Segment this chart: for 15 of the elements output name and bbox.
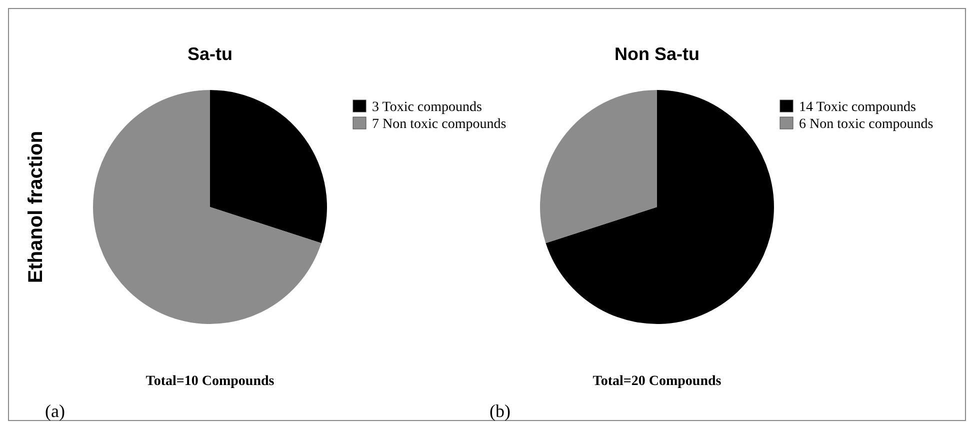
legend-label: 6 Non toxic compounds <box>799 117 934 132</box>
text: Total=20 Compounds <box>592 374 722 389</box>
pie-slice <box>93 90 322 324</box>
text: Ethanol fraction <box>25 130 47 284</box>
legend-label: 3 Toxic compounds <box>372 100 482 115</box>
text: (a) <box>45 401 65 421</box>
legend-label: 14 Toxic compounds <box>799 100 916 115</box>
chart-title: Sa-tu <box>188 44 232 64</box>
pie-slice <box>546 90 774 324</box>
pie-slice <box>540 90 657 244</box>
pie-slice <box>210 90 327 244</box>
text: (b) <box>490 401 510 421</box>
chart-title: Non Sa-tu <box>614 44 700 64</box>
legend-label: 7 Non toxic compounds <box>372 117 506 132</box>
text: Total=10 Compounds <box>146 374 275 389</box>
